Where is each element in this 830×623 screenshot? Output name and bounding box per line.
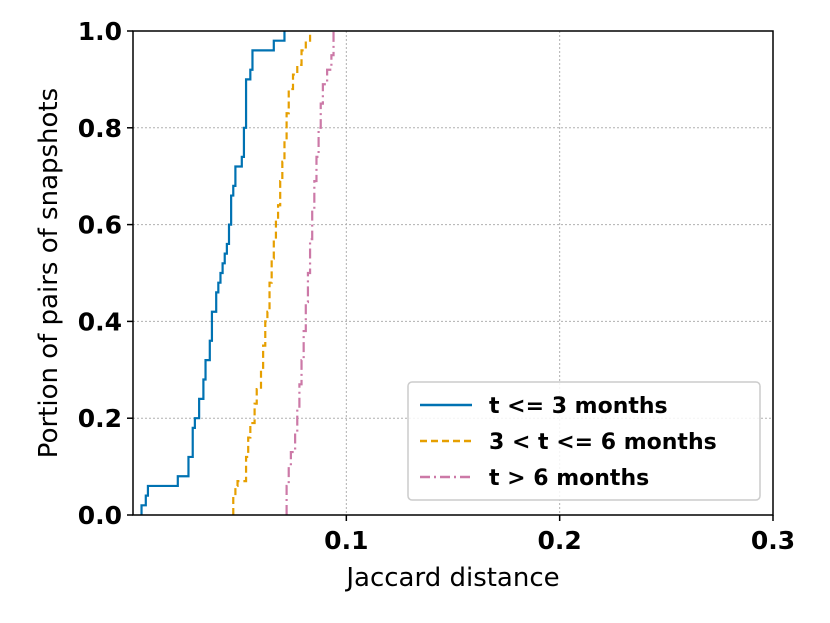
y-axis-label: Portion of pairs of snapshots (34, 88, 64, 458)
x-tick-label-0: 0.1 (324, 526, 368, 555)
legend: t <= 3 months 3 < t <= 6 months t > 6 mo… (407, 381, 761, 501)
series-line-2 (232, 31, 312, 515)
x-axis-label: Jaccard distance (344, 563, 559, 593)
series-line-1 (140, 31, 286, 515)
x-tick-label-2: 0.3 (751, 526, 795, 555)
y-tick-label-3: 0.6 (78, 211, 122, 240)
y-tick-label-2: 0.4 (78, 307, 122, 336)
plot-frame (132, 30, 774, 516)
x-tick-label-1: 0.2 (538, 526, 582, 555)
y-tick-label-1: 0.2 (78, 404, 122, 433)
legend-label-series-1: t <= 3 months (489, 394, 668, 419)
y-tick-label-5: 1.0 (78, 17, 122, 46)
series-lines (140, 31, 335, 515)
series-line-3 (285, 31, 335, 515)
y-tick-label-4: 0.8 (78, 114, 122, 143)
y-tick-label-0: 0.0 (78, 501, 122, 530)
ticks: 0.1 0.2 0.3 0.0 0.2 0.4 0.6 0.8 1.0 (78, 17, 795, 555)
legend-box (407, 381, 761, 501)
legend-label-series-3: t > 6 months (489, 466, 649, 491)
legend-label-series-2: 3 < t <= 6 months (489, 430, 717, 455)
